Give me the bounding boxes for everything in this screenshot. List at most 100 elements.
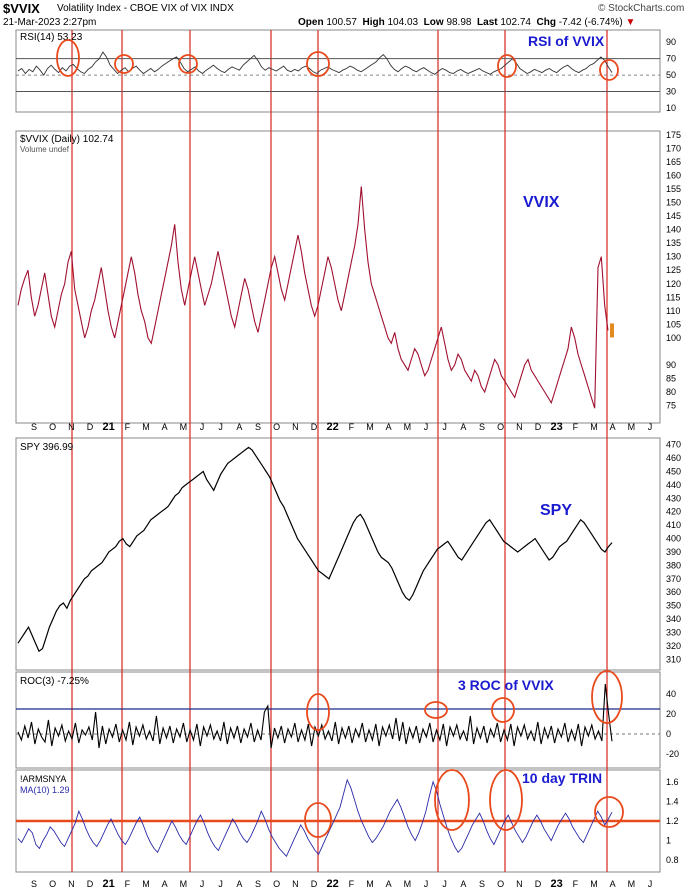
x-axis-label: M	[142, 879, 150, 889]
x-axis-label: A	[610, 422, 616, 432]
spy-y-tick-label: 330	[666, 627, 681, 637]
last-label: Last	[477, 17, 498, 28]
vvix-y-tick-label: 125	[666, 265, 681, 275]
rsi-panel-frame	[15, 29, 661, 113]
rsi-y-tick-label: 70	[666, 54, 676, 64]
x-axis-label: J	[218, 879, 223, 889]
vvix-annotation: VVIX	[523, 194, 560, 211]
vvix-y-tick-label: 110	[666, 306, 680, 316]
spy-y-tick-label: 470	[666, 440, 681, 450]
x-axis-label: S	[255, 879, 261, 889]
x-axis-label: A	[460, 422, 466, 432]
rsi-legend: RSI(14) 53.23	[20, 32, 83, 43]
last-value: 102.74	[500, 17, 531, 28]
x-axis-label: 22	[327, 878, 339, 890]
spy-y-tick-label: 430	[666, 493, 681, 503]
spy-y-tick-label: 420	[666, 507, 681, 517]
vvix-y-tick-label: 165	[666, 157, 681, 167]
spy-y-tick-label: 360	[666, 587, 681, 597]
x-axis-label: M	[590, 879, 598, 889]
roc-legend: ROC(3) -7.25%	[20, 676, 89, 687]
x-axis-label: M	[628, 422, 636, 432]
spy-y-tick-label: 400	[666, 534, 681, 544]
spy-y-tick-label: 350	[666, 601, 681, 611]
spy-y-tick-label: 310	[666, 654, 681, 664]
x-axis-label: A	[236, 879, 242, 889]
spy-legend: SPY 396.99	[20, 442, 74, 453]
x-axis-label: D	[311, 422, 318, 432]
vvix-y-tick-label: 100	[666, 333, 681, 343]
x-axis-label: D	[311, 879, 318, 889]
vvix-y-tick-label: 150	[666, 198, 681, 208]
vvix-y-tick-label: 170	[666, 144, 681, 154]
x-axis-label: M	[628, 879, 636, 889]
rsi-y-tick-label: 10	[666, 103, 676, 113]
x-axis-label: M	[404, 879, 412, 889]
chg-label: Chg	[536, 17, 556, 28]
header-date: 21-Mar-2023 2:27pm	[3, 17, 97, 28]
x-axis-label: S	[255, 422, 261, 432]
highlight-ellipse	[594, 796, 624, 828]
x-axis-label: N	[68, 879, 75, 889]
trin-sublegend: MA(10) 1.29	[20, 785, 70, 795]
spy-panel-frame	[15, 437, 661, 671]
x-axis-label: O	[273, 879, 280, 889]
vvix-y-tick-label: 115	[666, 292, 680, 302]
highlight-ellipse	[114, 54, 134, 74]
x-axis-label: D	[87, 422, 94, 432]
vvix-y-tick-label: 75	[666, 400, 676, 410]
x-axis-label: A	[460, 879, 466, 889]
x-axis-label: F	[125, 879, 131, 889]
header-ohlc: Open 100.57 High 104.03 Low 98.98 Last 1…	[298, 17, 635, 28]
vvix-legend: $VVIX (Daily) 102.74	[20, 134, 114, 145]
x-axis-label: F	[125, 422, 131, 432]
highlight-ellipse	[489, 769, 523, 831]
x-axis-label: A	[610, 879, 616, 889]
vvix-panel-frame	[15, 130, 661, 424]
x-axis-label: J	[424, 879, 429, 889]
highlight-ellipse	[56, 39, 80, 77]
chg-value: -7.42 (-6.74%)	[558, 17, 623, 28]
x-axis-label: N	[516, 422, 523, 432]
roc-annotation: 3 ROC of VVIX	[458, 677, 554, 693]
x-axis-label: O	[49, 422, 56, 432]
spy-annotation: SPY	[540, 502, 572, 519]
x-axis-label: J	[218, 422, 223, 432]
rsi-series-line	[17, 51, 613, 76]
spy-y-tick-label: 410	[666, 520, 681, 530]
x-axis-label: N	[292, 422, 299, 432]
rsi-y-tick-label: 90	[666, 37, 676, 47]
rsi-y-tick-label: 50	[666, 70, 676, 80]
x-axis-label: J	[424, 422, 429, 432]
vvix-y-tick-label: 175	[666, 130, 681, 140]
x-axis-label: D	[535, 422, 542, 432]
spy-y-tick-label: 340	[666, 614, 681, 624]
highlight-ellipse	[304, 802, 332, 838]
x-axis-label: A	[386, 879, 392, 889]
x-axis-label: J	[442, 879, 447, 889]
spy-y-tick-label: 440	[666, 480, 681, 490]
spy-y-tick-label: 380	[666, 560, 681, 570]
vvix-y-tick-label: 140	[666, 225, 681, 235]
x-axis-label: M	[180, 422, 188, 432]
vvix-y-tick-label: 85	[666, 373, 676, 383]
x-axis-label: 21	[103, 878, 115, 890]
x-axis-label: J	[200, 879, 205, 889]
high-label: High	[362, 17, 385, 28]
spy-y-tick-label: 370	[666, 574, 681, 584]
x-axis-label: M	[366, 879, 374, 889]
trin-legend: !ARMSNYA	[20, 774, 66, 784]
header-symbol: $VVIX	[3, 1, 40, 16]
trin-y-tick-label: 1	[666, 836, 671, 846]
x-axis-label: O	[273, 422, 280, 432]
x-axis-label: S	[31, 422, 37, 432]
roc-y-tick-label: 0	[666, 729, 671, 739]
roc-y-tick-label: 40	[666, 689, 676, 699]
vvix-y-tick-label: 155	[666, 184, 681, 194]
vvix-y-tick-label: 80	[666, 387, 676, 397]
highlight-ellipse	[434, 769, 470, 831]
trin-annotation: 10 day TRIN	[522, 770, 602, 786]
highlight-ellipse	[599, 59, 619, 81]
